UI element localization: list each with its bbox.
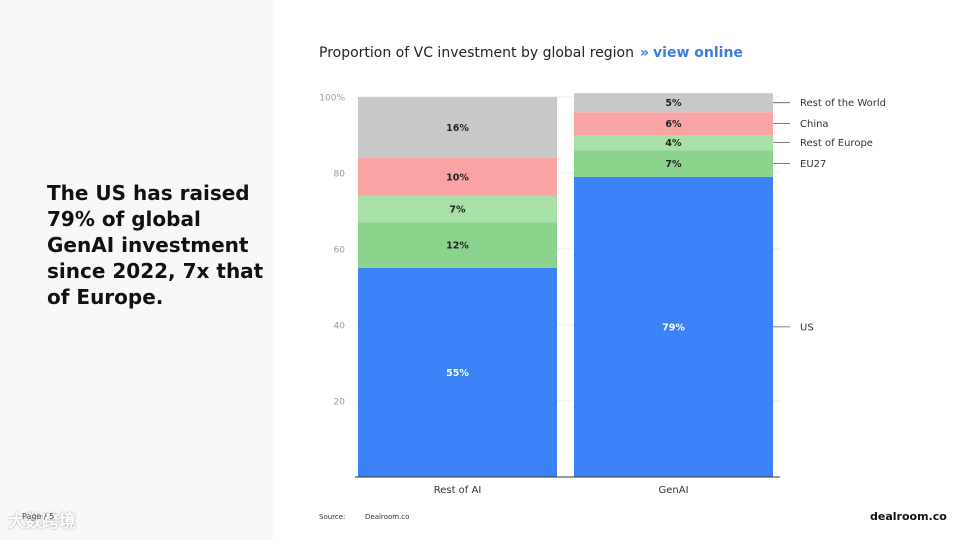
data-label: 7% [665, 159, 682, 170]
bar-segment [574, 112, 773, 135]
watermark: 大数跨境 [8, 512, 76, 532]
view-online-link[interactable]: view online [653, 45, 743, 61]
legend-label: EU27 [800, 159, 826, 170]
legend-label: China [800, 119, 829, 130]
source-label: Source: [319, 513, 346, 521]
chart-title: Proportion of VC investment by global re… [319, 45, 634, 61]
page-number: Page / 5 [22, 512, 55, 521]
legend-label: Rest of Europe [800, 138, 873, 149]
bar-segment [574, 150, 773, 177]
chart-title-row: Proportion of VC investment by global re… [319, 45, 743, 61]
data-label: 12% [446, 241, 469, 252]
legend-label: US [800, 322, 814, 333]
chevron-double-right-icon: » [640, 45, 650, 61]
headline: The US has raised 79% of global GenAI in… [47, 181, 264, 309]
bar-segment [358, 97, 557, 158]
dealroom-logo: dealroom.co [870, 510, 947, 523]
y-tick-label: 40 [334, 322, 346, 332]
y-tick-label: 60 [334, 246, 346, 256]
y-tick-label: 100% [319, 94, 345, 104]
left-panel: The US has raised 79% of global GenAI in… [0, 0, 273, 540]
bar-segment [358, 268, 557, 477]
bar-segment [358, 222, 557, 268]
data-label: 10% [446, 172, 469, 183]
bar-segment [574, 135, 773, 151]
data-label: 5% [665, 98, 682, 109]
x-tick-label: GenAI [658, 485, 688, 496]
data-label: 4% [665, 138, 682, 149]
data-label: 7% [449, 205, 466, 216]
y-tick-label: 80 [334, 170, 346, 180]
data-label: 16% [446, 123, 469, 134]
data-label: 55% [446, 368, 469, 379]
legend-label: Rest of the World [800, 98, 886, 109]
y-tick-label: 20 [334, 398, 346, 408]
x-tick-label: Rest of AI [434, 485, 482, 496]
data-label: 79% [662, 322, 685, 333]
bar-segment [574, 93, 773, 113]
source-value: Dealroom.co [365, 513, 410, 521]
data-label: 6% [665, 119, 682, 130]
bar-segment [358, 157, 557, 196]
bar-segment [358, 195, 557, 223]
bar-segment [574, 176, 773, 478]
